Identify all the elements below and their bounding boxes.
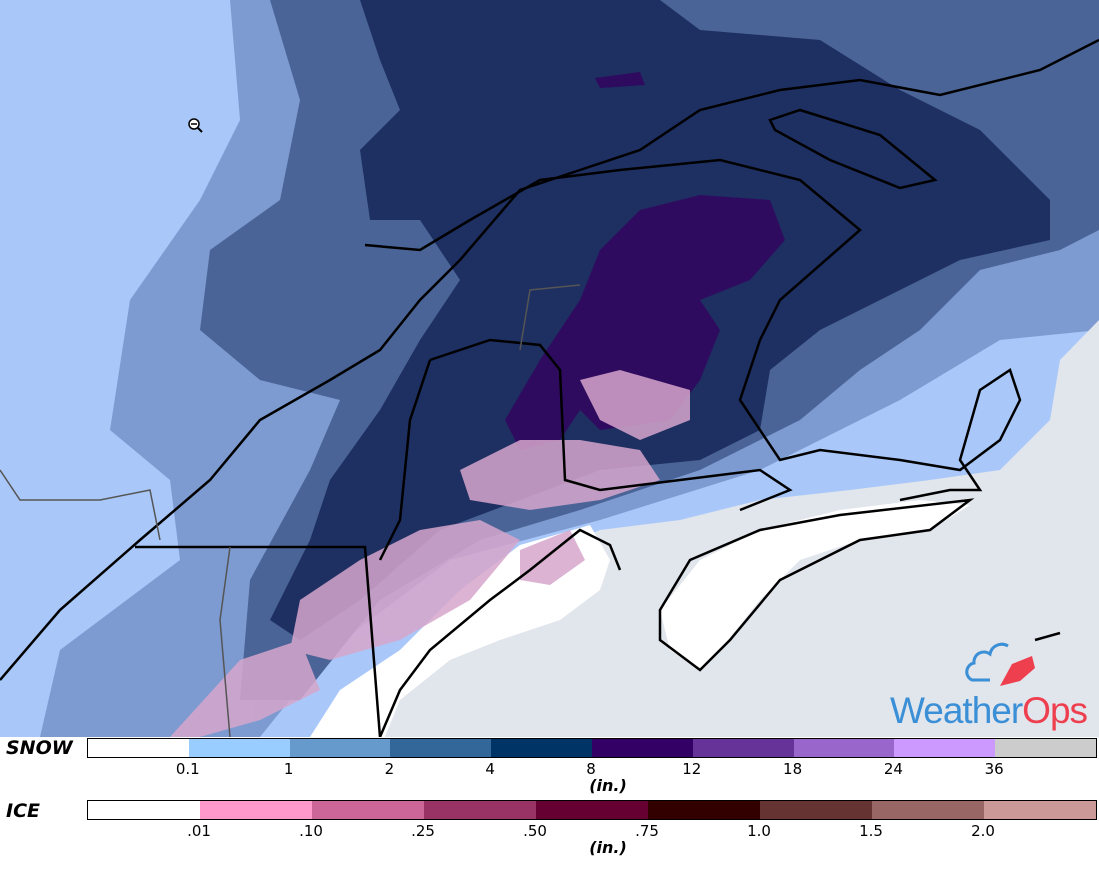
weatherops-logo: WeatherOps bbox=[890, 636, 1095, 732]
ice-color-scale bbox=[87, 800, 1097, 820]
logo-weather-text: Weather bbox=[890, 690, 1023, 731]
ice_legend-tick: .25 bbox=[411, 822, 435, 840]
snow_legend-tick: 8 bbox=[586, 760, 596, 778]
snow_legend-swatch bbox=[692, 739, 794, 757]
ice-accumulation-areas bbox=[170, 370, 690, 737]
ocean-area bbox=[385, 320, 1099, 737]
ice_legend-tick: .50 bbox=[523, 822, 547, 840]
snow_legend-swatch bbox=[289, 739, 391, 757]
snow_legend-tick: 12 bbox=[682, 760, 702, 778]
snow_legend-tick: 36 bbox=[984, 760, 1004, 778]
precipitation-map[interactable] bbox=[0, 0, 1099, 737]
zoom-out-icon[interactable] bbox=[188, 118, 203, 133]
ice_legend-swatch bbox=[200, 801, 312, 819]
snow_legend-tick: 2 bbox=[384, 760, 395, 778]
coastlines-and-borders bbox=[0, 38, 1099, 737]
ice_legend-swatch bbox=[984, 801, 1096, 819]
ice_legend-tick: .01 bbox=[187, 822, 211, 840]
ice_legend-swatch bbox=[536, 801, 648, 819]
snow_legend-tick: 0.1 bbox=[175, 760, 200, 778]
snow-unit-label: (in.) bbox=[589, 776, 627, 795]
ice_legend-tick: .10 bbox=[299, 822, 323, 840]
ice_legend-swatch bbox=[872, 801, 984, 819]
ice_legend-tick: .75 bbox=[635, 822, 659, 840]
snow-color-scale bbox=[87, 738, 1097, 758]
snow_legend-swatch bbox=[793, 739, 895, 757]
ice_legend-tick: 2.0 bbox=[971, 822, 995, 840]
ice_legend-swatch bbox=[88, 801, 200, 819]
cloud-logo-icon bbox=[965, 642, 1035, 686]
snow_legend-swatch bbox=[88, 739, 189, 757]
ice_legend-swatch bbox=[312, 801, 424, 819]
ice_legend-swatch bbox=[648, 801, 760, 819]
ice-legend-label: ICE bbox=[6, 800, 40, 822]
ice_legend-tick: 1.0 bbox=[747, 822, 771, 840]
snow_legend-swatch bbox=[894, 739, 996, 757]
nova-scotia-area bbox=[660, 500, 970, 670]
snow_legend-tick: 18 bbox=[783, 760, 803, 778]
snow_legend-tick: 24 bbox=[883, 760, 903, 778]
snow_legend-swatch bbox=[491, 739, 592, 757]
snow_legend-swatch bbox=[591, 739, 693, 757]
snow_legend-tick: 4 bbox=[485, 760, 495, 778]
ice_legend-swatch bbox=[424, 801, 536, 819]
state-borders bbox=[0, 284, 581, 737]
snow-8-12-area-north bbox=[595, 72, 645, 88]
ice-unit-label: (in.) bbox=[589, 838, 627, 857]
snow_legend-swatch bbox=[188, 739, 290, 757]
snow_legend-tick: 1 bbox=[283, 760, 294, 778]
snow-8-12-area bbox=[505, 195, 785, 450]
snow-legend-label: SNOW bbox=[6, 737, 73, 759]
logo-ops-text: Ops bbox=[1022, 690, 1088, 731]
snow_legend-swatch bbox=[995, 739, 1096, 757]
ice_legend-swatch bbox=[760, 801, 872, 819]
snow_legend-swatch bbox=[390, 739, 492, 757]
ice_legend-tick: 1.5 bbox=[859, 822, 883, 840]
